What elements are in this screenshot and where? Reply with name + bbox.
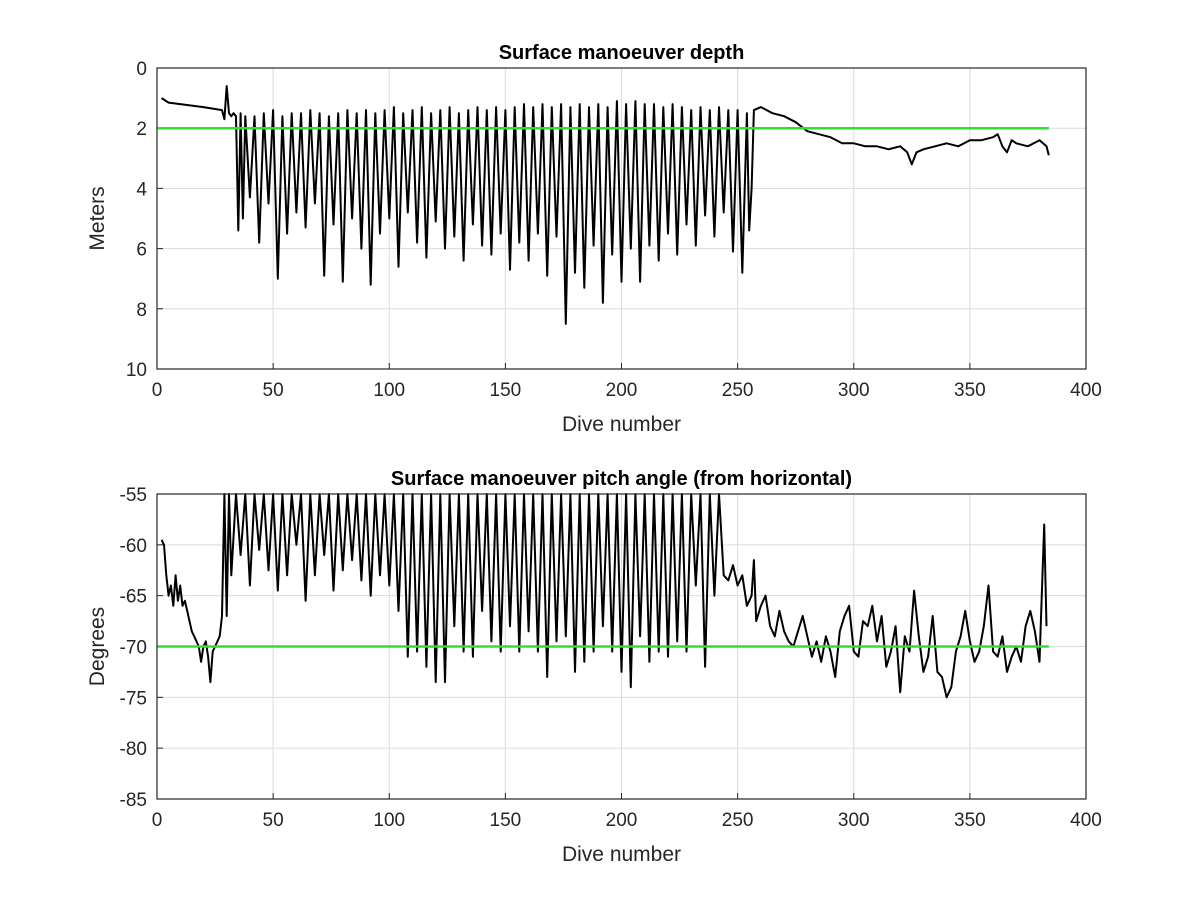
x-tick-label: 0	[152, 380, 163, 401]
y-tick-label: 10	[126, 360, 147, 381]
x-tick-label: 300	[838, 810, 870, 831]
x-tick-label: 100	[373, 810, 405, 831]
x-tick-label: 50	[263, 380, 284, 401]
x-tick-label: 350	[954, 380, 986, 401]
y-tick-label: -85	[120, 790, 147, 811]
y-tick-label: -75	[120, 688, 147, 709]
subplot-1: 0 50 100 150 200 250 300 350 400 0 2 4 6 8 10 Surface m…	[86, 42, 1102, 436]
y-tick-label: 0	[136, 59, 147, 80]
y-tick-label: -65	[120, 587, 147, 608]
axes-frame	[156, 493, 1087, 800]
y-tick-label: -60	[120, 536, 147, 557]
y-tick-label: 4	[136, 179, 147, 200]
x-tick-label: 0	[152, 810, 163, 831]
x-tick-label: 200	[606, 380, 638, 401]
y-tick-label: -80	[120, 739, 147, 760]
y-tick-label: -70	[120, 638, 147, 659]
x-tick-label: 50	[263, 810, 284, 831]
x-tick-label: 150	[490, 810, 522, 831]
data-series-line	[160, 493, 1048, 699]
y-tick-label: 8	[136, 300, 147, 321]
x-axis-label: Dive number	[562, 413, 681, 436]
x-tick-label: 300	[838, 380, 870, 401]
y-tick-label: -55	[120, 485, 147, 506]
chart-title: Surface manoeuver pitch angle (from hori…	[391, 468, 852, 490]
x-tick-label: 250	[722, 810, 754, 831]
x-tick-label: 400	[1070, 380, 1102, 401]
x-tick-label: 400	[1070, 810, 1102, 831]
y-tick-label: 6	[136, 240, 147, 261]
x-axis-label: Dive number	[562, 843, 681, 866]
x-tick-label: 200	[606, 810, 638, 831]
x-tick-label: 250	[722, 380, 754, 401]
y-axis-label: Meters	[86, 186, 109, 250]
y-tick-label: 2	[136, 119, 147, 140]
y-axis-label: Degrees	[86, 607, 109, 686]
subplot-2: 0 50 100 150 200 250 300 350 400 -55 -60 -65 -70 -75 -…	[86, 468, 1102, 866]
chart-title: Surface manoeuver depth	[499, 42, 745, 64]
data-series-line	[161, 85, 1050, 325]
x-tick-label: 150	[490, 380, 522, 401]
x-tick-label: 350	[954, 810, 986, 831]
axes-frame	[156, 67, 1087, 370]
x-tick-label: 100	[373, 380, 405, 401]
